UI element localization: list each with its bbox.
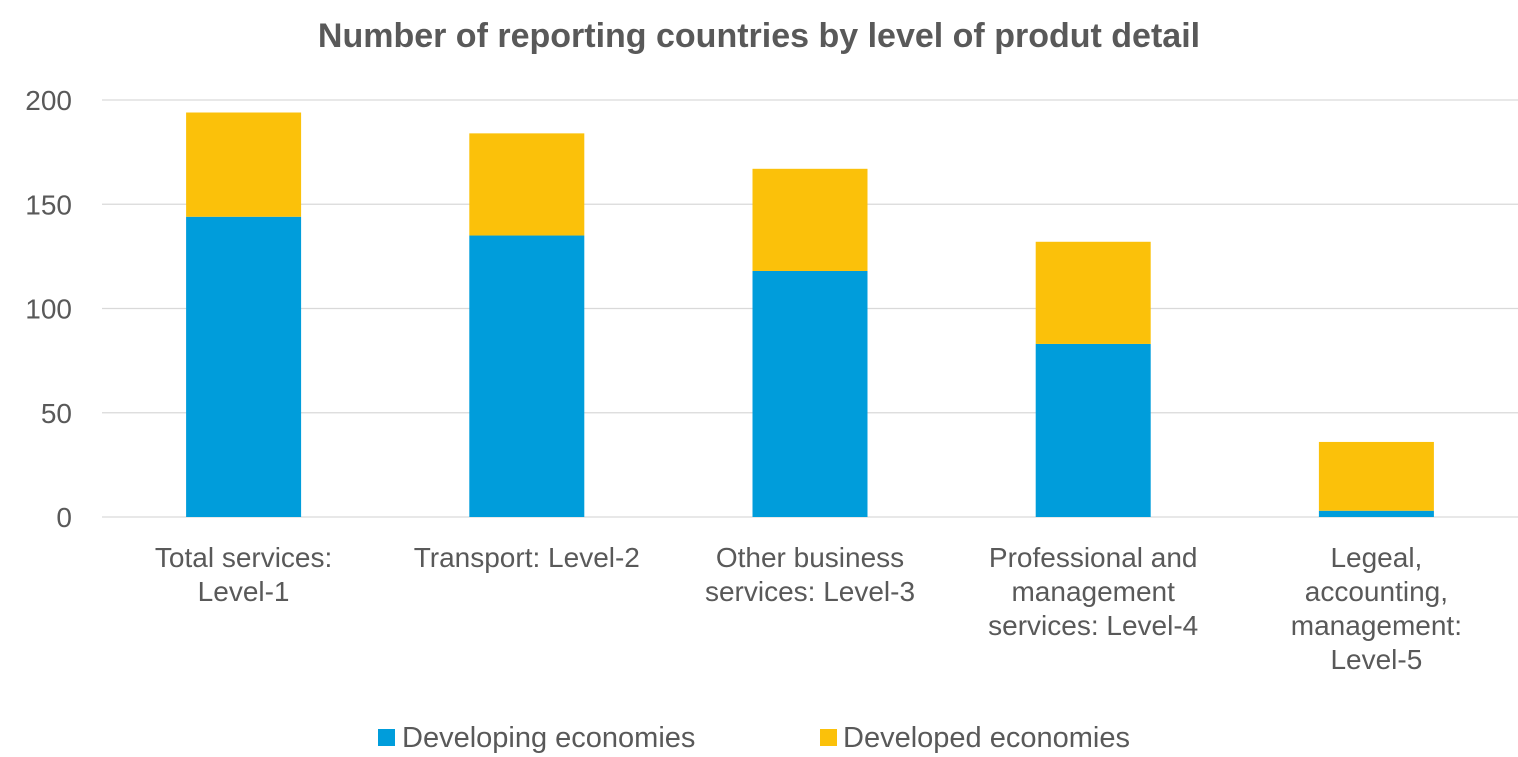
legend-swatch-0 bbox=[378, 729, 395, 746]
y-tick-label: 50 bbox=[41, 398, 72, 429]
category-label-line: Legeal, bbox=[1330, 542, 1422, 573]
category-label-line: accounting, bbox=[1305, 576, 1448, 607]
bar-developed-0 bbox=[186, 112, 302, 217]
category-label-line: Transport: Level-2 bbox=[414, 542, 640, 573]
bar-developing-0 bbox=[186, 216, 302, 517]
y-tick-label: 200 bbox=[25, 85, 72, 116]
bars bbox=[186, 112, 1434, 517]
y-tick-label: 100 bbox=[25, 294, 72, 325]
category-label-line: management bbox=[1011, 576, 1175, 607]
legend: Developing economies Developed economies bbox=[378, 722, 1130, 754]
category-label-line: Professional and bbox=[989, 542, 1198, 573]
bar-developing-1 bbox=[469, 235, 585, 517]
y-axis-ticks: 0 50 100 150 200 bbox=[25, 85, 72, 533]
category-label-2: Other business services: Level-3 bbox=[705, 542, 915, 607]
category-label-line: services: Level-3 bbox=[705, 576, 915, 607]
bar-developing-3 bbox=[1035, 343, 1151, 517]
category-label-line: Total services: bbox=[155, 542, 332, 573]
bar-developing-4 bbox=[1318, 510, 1434, 517]
bar-developed-4 bbox=[1318, 441, 1434, 511]
category-label-line: services: Level-4 bbox=[988, 610, 1198, 641]
y-tick-label: 0 bbox=[56, 502, 72, 533]
bar-developed-1 bbox=[469, 133, 585, 236]
chart-title: Number of reporting countries by level o… bbox=[318, 17, 1200, 55]
category-label-line: management: bbox=[1291, 610, 1462, 641]
legend-label-0: Developing economies bbox=[402, 722, 695, 754]
x-axis-categories: Total services: Level-1 Transport: Level-2… bbox=[155, 542, 1462, 675]
bar-developed-3 bbox=[1035, 241, 1151, 344]
bar-developing-2 bbox=[752, 270, 868, 517]
bar-developed-2 bbox=[752, 168, 868, 271]
category-label-line: Level-5 bbox=[1330, 644, 1422, 675]
category-label-0: Total services: Level-1 bbox=[155, 542, 332, 607]
legend-swatch-1 bbox=[820, 729, 837, 746]
category-label-line: Other business bbox=[716, 542, 904, 573]
category-label-3: Professional and management services: Leve… bbox=[988, 542, 1198, 641]
category-label-1: Transport: Level-2 bbox=[414, 542, 640, 573]
y-tick-label: 150 bbox=[25, 189, 72, 220]
category-label-4: Legeal, accounting, management: Level-5 bbox=[1291, 542, 1462, 675]
category-label-line: Level-1 bbox=[198, 576, 290, 607]
legend-label-1: Developed economies bbox=[843, 722, 1130, 754]
